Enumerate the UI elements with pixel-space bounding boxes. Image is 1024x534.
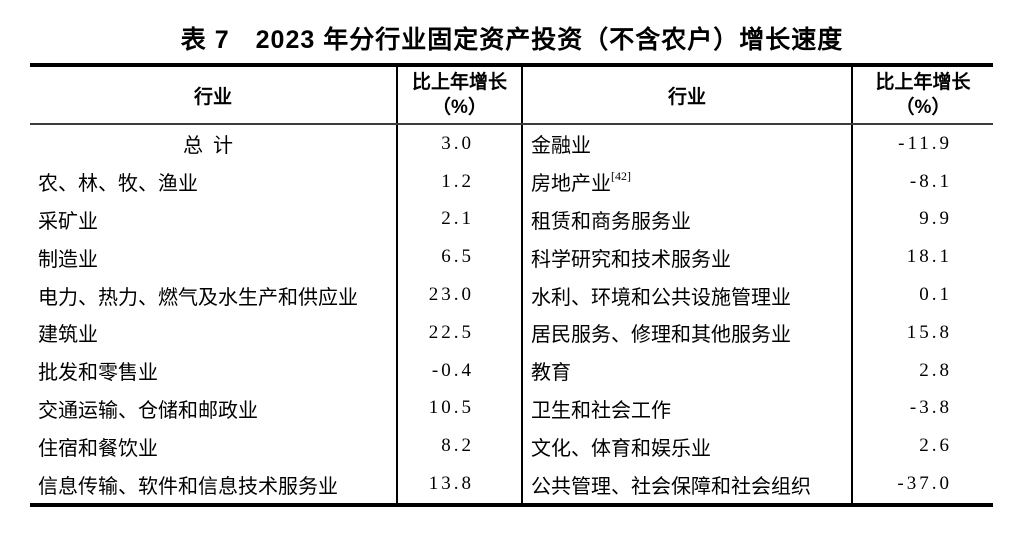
industry-cell-right: 公共管理、社会保障和社会组织 — [523, 465, 853, 503]
table-body: 总计 3.0 金融业 -11.9 农、林、牧、渔业 1.2 房地产业 [42] -8.1 采矿业 2… — [30, 125, 993, 503]
industry-label: 金融业 — [531, 135, 591, 158]
growth-value-right: 18.1 — [906, 246, 952, 268]
industry-cell-left: 电力、热力、燃气及水生产和供应业 — [30, 276, 398, 314]
industry-cell-left: 采矿业 — [30, 200, 398, 239]
growth-value-right: -3.8 — [909, 397, 952, 419]
table-row: 农、林、牧、渔业 1.2 房地产业 [42] -8.1 — [30, 162, 993, 201]
investment-growth-table: 行业 比上年增长 （%） 行业 比上年增长 （%） 总计 3.0 金融业 -11.9 农… — [30, 63, 993, 507]
header-growth-left: 比上年增长 （%） — [398, 67, 523, 123]
table-row: 住宿和餐饮业 8.2 文化、体育和娱乐业 2.6 — [30, 427, 993, 466]
header-growth-left-line1: 比上年增长 — [411, 72, 507, 93]
growth-value-right: 2.6 — [919, 435, 952, 457]
industry-cell-left: 制造业 — [30, 238, 398, 277]
industry-cell-right: 租赁和商务服务业 — [523, 200, 853, 239]
industry-cell-left: 总计 — [30, 125, 398, 163]
growth-value-left: 6.5 — [398, 238, 523, 277]
table-row: 制造业 6.5 科学研究和技术服务业 18.1 — [30, 238, 993, 277]
table-row: 建筑业 22.5 居民服务、修理和其他服务业 15.8 — [30, 313, 993, 352]
growth-value-right: -37.0 — [897, 473, 952, 495]
industry-label: 水利、环境和公共设施管理业 — [531, 286, 791, 309]
table-header-row: 行业 比上年增长 （%） 行业 比上年增长 （%） — [30, 67, 993, 125]
header-growth-left-line2: （%） — [432, 97, 487, 118]
table-row: 总计 3.0 金融业 -11.9 — [30, 125, 993, 163]
table-row: 交通运输、仓储和邮政业 10.5 卫生和社会工作 -3.8 — [30, 389, 993, 428]
growth-value-left: 3.0 — [398, 125, 523, 163]
header-growth-right: 比上年增长 （%） — [853, 67, 993, 123]
industry-label: 科学研究和技术服务业 — [531, 248, 731, 271]
growth-value-right: 9.9 — [919, 208, 952, 230]
growth-value-left: 13.8 — [398, 465, 523, 503]
industry-cell-right: 水利、环境和公共设施管理业 — [523, 276, 853, 314]
industry-cell-left: 农、林、牧、渔业 — [30, 162, 398, 201]
industry-label: 文化、体育和娱乐业 — [531, 437, 711, 460]
table-row: 电力、热力、燃气及水生产和供应业 23.0 水利、环境和公共设施管理业 0.1 — [30, 276, 993, 314]
growth-value-right: 2.8 — [919, 359, 952, 381]
growth-value-right: -8.1 — [909, 170, 952, 192]
growth-value-right: 15.8 — [906, 321, 952, 343]
industry-cell-left: 信息传输、软件和信息技术服务业 — [30, 465, 398, 503]
industry-label: 租赁和商务服务业 — [531, 210, 691, 233]
table-row: 信息传输、软件和信息技术服务业 13.8 公共管理、社会保障和社会组织 -37.0 — [30, 465, 993, 503]
industry-cell-right: 金融业 — [523, 125, 853, 163]
industry-cell-right: 卫生和社会工作 — [523, 389, 853, 428]
header-industry-left: 行业 — [30, 67, 398, 123]
industry-cell-left: 建筑业 — [30, 313, 398, 352]
industry-cell-left: 交通运输、仓储和邮政业 — [30, 389, 398, 428]
header-growth-right-line1: 比上年增长 — [875, 72, 971, 93]
growth-value-right: 0.1 — [919, 284, 952, 306]
growth-value-left: 8.2 — [398, 427, 523, 466]
table-row: 批发和零售业 -0.4 教育 2.8 — [30, 351, 993, 390]
industry-label: 公共管理、社会保障和社会组织 — [531, 475, 811, 498]
industry-cell-right: 科学研究和技术服务业 — [523, 238, 853, 277]
table-title: 表 7 2023 年分行业固定资产投资（不含农户）增长速度 — [180, 26, 844, 54]
header-industry-right: 行业 — [523, 67, 853, 123]
industry-cell-left: 住宿和餐饮业 — [30, 427, 398, 466]
industry-cell-right: 居民服务、修理和其他服务业 — [523, 313, 853, 352]
industry-cell-right: 房地产业 [42] — [523, 162, 853, 201]
header-growth-right-line2: （%） — [895, 97, 951, 118]
industry-cell-left: 批发和零售业 — [30, 351, 398, 390]
growth-value-left: 1.2 — [398, 162, 523, 201]
growth-value-left: 10.5 — [398, 389, 523, 428]
growth-value-right: -11.9 — [898, 132, 952, 154]
growth-value-left: 23.0 — [398, 276, 523, 314]
growth-value-left: -0.4 — [398, 351, 523, 390]
growth-value-left: 2.1 — [398, 200, 523, 239]
industry-label: 居民服务、修理和其他服务业 — [531, 324, 791, 347]
industry-label: 卫生和社会工作 — [531, 399, 671, 422]
table-row: 采矿业 2.1 租赁和商务服务业 9.9 — [30, 200, 993, 239]
industry-cell-right: 教育 — [523, 351, 853, 390]
growth-value-left: 22.5 — [398, 313, 523, 352]
industry-label: 房地产业 — [531, 173, 611, 196]
industry-cell-right: 文化、体育和娱乐业 — [523, 427, 853, 466]
industry-label: 教育 — [531, 362, 571, 385]
